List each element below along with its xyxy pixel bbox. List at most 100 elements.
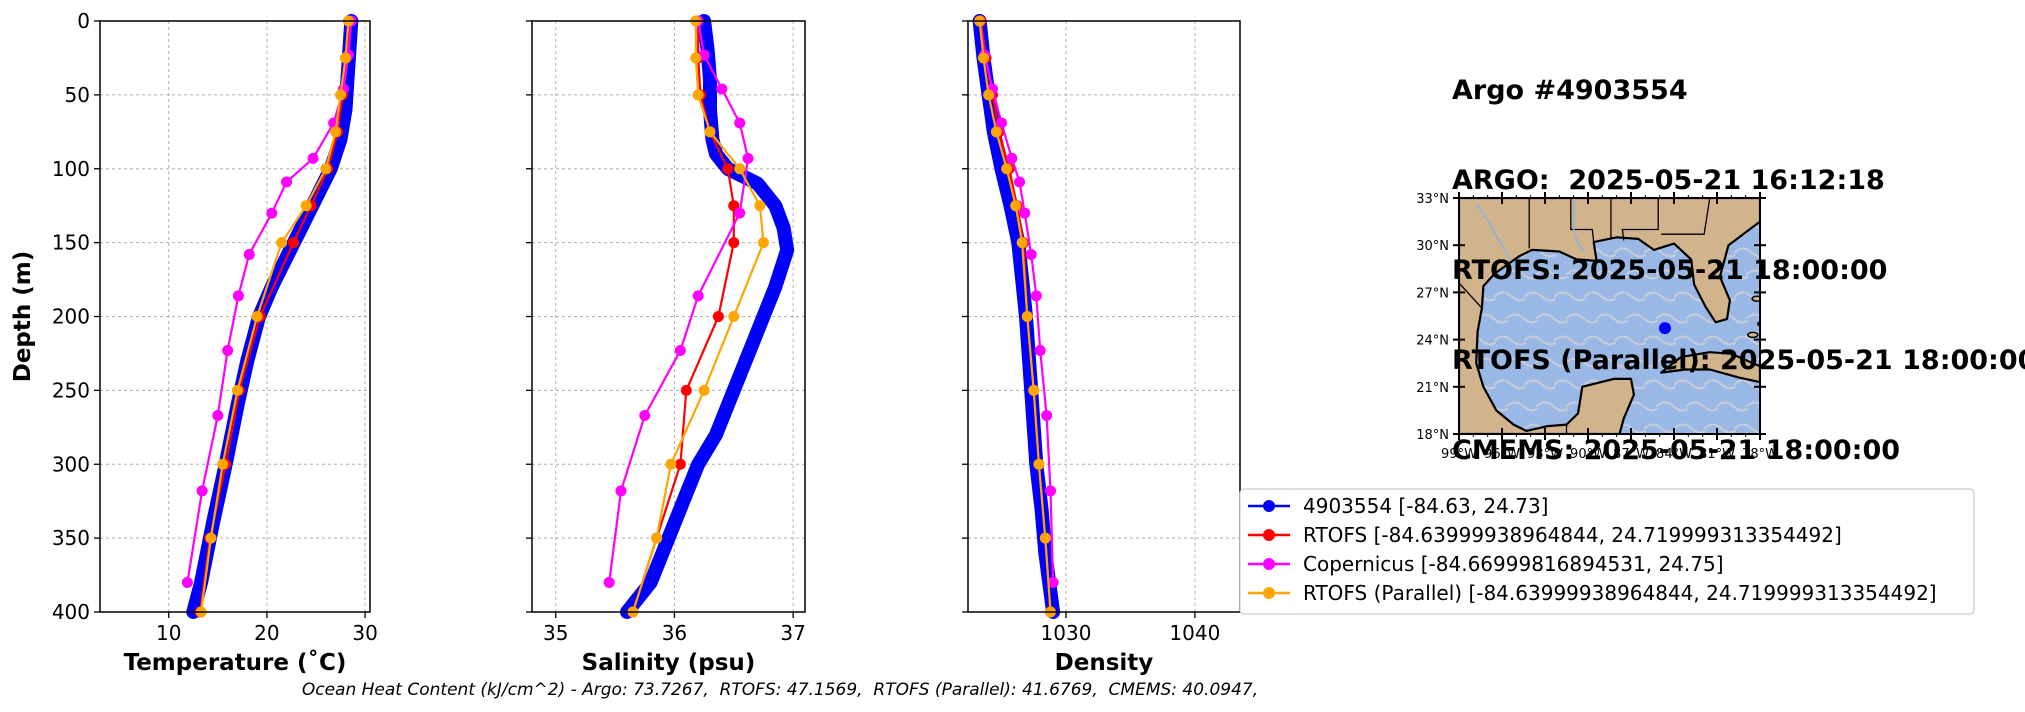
data-point bbox=[339, 52, 351, 64]
current-streamline bbox=[1596, 313, 1628, 324]
current-streamline bbox=[1506, 357, 1538, 368]
lon-label: 96°W bbox=[1484, 447, 1520, 462]
x-axis-label: Temperature (˚C) bbox=[124, 649, 347, 676]
data-point bbox=[680, 384, 692, 396]
data-point bbox=[307, 152, 319, 164]
data-point bbox=[281, 176, 293, 188]
data-point bbox=[734, 207, 746, 219]
current-streamline bbox=[1614, 247, 1646, 258]
data-point bbox=[1028, 384, 1040, 396]
data-point bbox=[1034, 344, 1046, 356]
header-line: Argo #4903554 bbox=[1452, 75, 1688, 106]
current-streamline bbox=[1734, 291, 1760, 302]
data-point bbox=[320, 163, 332, 175]
legend-entry: 4903554 [-84.63, 24.73] bbox=[1303, 494, 1548, 518]
current-streamline bbox=[1626, 313, 1658, 324]
current-streamline bbox=[1524, 379, 1556, 390]
current-streamline bbox=[1626, 401, 1658, 412]
legend-swatch-marker bbox=[1263, 587, 1275, 599]
current-streamline bbox=[1704, 335, 1736, 346]
ocean-heat-content-caption: Ocean Heat Content (kJ/cm^2) - Argo: 73.… bbox=[301, 680, 1259, 700]
header-line: RTOFS: 2025-05-21 18:00:00 bbox=[1452, 255, 1888, 286]
x-tick-label: 36 bbox=[662, 621, 687, 645]
legend-entry: Copernicus [-84.66999816894531, 24.75] bbox=[1303, 552, 1724, 576]
current-streamline bbox=[1626, 269, 1658, 280]
political-border bbox=[1621, 198, 1659, 241]
current-streamline bbox=[1524, 291, 1556, 302]
data-point bbox=[287, 237, 299, 249]
data-point bbox=[1047, 576, 1059, 588]
current-streamline bbox=[1506, 313, 1538, 324]
lat-label: 21°N bbox=[1416, 381, 1449, 396]
legend-swatch-marker bbox=[1263, 500, 1275, 512]
data-point bbox=[231, 384, 243, 396]
legend: 4903554 [-84.63, 24.73] RTOFS [-84.639999… bbox=[1239, 488, 1975, 615]
x-tick-label: 20 bbox=[254, 621, 279, 645]
political-border bbox=[1570, 198, 1595, 243]
lon-label: 93°W bbox=[1527, 447, 1563, 462]
lon-label: 81°W bbox=[1699, 447, 1735, 462]
data-point bbox=[196, 485, 208, 497]
y-tick-label: 300 bbox=[52, 452, 90, 476]
y-tick-label: 100 bbox=[52, 157, 90, 181]
data-point bbox=[734, 117, 746, 129]
data-point bbox=[651, 532, 663, 544]
current-streamline bbox=[1716, 401, 1748, 412]
current-streamline bbox=[1734, 379, 1760, 390]
data-point bbox=[1041, 409, 1053, 421]
current-streamline bbox=[1734, 247, 1760, 258]
map-body bbox=[1459, 198, 1760, 434]
current-streamline bbox=[1614, 291, 1646, 302]
salinity-profile-panel: 35 36 37 Salinity (psu) bbox=[526, 14, 806, 676]
data-point bbox=[181, 576, 193, 588]
lat-label: 30°N bbox=[1416, 239, 1449, 254]
data-point bbox=[692, 89, 704, 101]
data-point bbox=[716, 83, 728, 95]
argo-float-marker bbox=[1658, 322, 1671, 335]
data-point bbox=[990, 126, 1002, 138]
x-axis-label: Density bbox=[1055, 650, 1154, 676]
current-streamline bbox=[1536, 357, 1568, 368]
current-streamline bbox=[1476, 357, 1508, 368]
data-point bbox=[665, 458, 677, 470]
data-point bbox=[996, 117, 1008, 129]
current-streamline bbox=[1704, 423, 1736, 434]
data-point bbox=[712, 311, 724, 322]
current-streamline bbox=[1506, 401, 1538, 412]
political-border bbox=[1661, 198, 1711, 235]
data-point bbox=[983, 89, 995, 101]
series-line-argo bbox=[620, 14, 795, 619]
data-point bbox=[1014, 176, 1026, 188]
current-streamline bbox=[1494, 335, 1526, 346]
legend-box bbox=[1239, 488, 1975, 615]
lon-label: 99°W bbox=[1441, 447, 1477, 462]
data-point bbox=[276, 237, 288, 249]
current-streamline bbox=[1536, 269, 1568, 280]
current-streamline bbox=[1566, 357, 1598, 368]
y-tick-label: 200 bbox=[52, 305, 90, 329]
y-tick-label: 400 bbox=[52, 600, 90, 624]
current-streamline bbox=[1656, 269, 1688, 280]
current-streamline bbox=[1566, 313, 1598, 324]
data-point bbox=[300, 200, 312, 212]
legend-swatch-marker bbox=[1263, 558, 1275, 570]
data-point bbox=[692, 290, 704, 302]
data-point bbox=[728, 200, 740, 212]
header-line: RTOFS (Parallel): 2025-05-21 18:00:00 bbox=[1452, 345, 2025, 376]
current-streamline bbox=[1584, 335, 1616, 346]
current-streamline bbox=[1644, 379, 1676, 390]
current-streamline bbox=[1686, 401, 1718, 412]
data-point bbox=[212, 409, 224, 421]
x-tick-label: 1040 bbox=[1169, 621, 1220, 645]
x-tick-label: 35 bbox=[543, 621, 568, 645]
data-point bbox=[728, 311, 740, 322]
lat-label: 24°N bbox=[1416, 334, 1449, 349]
current-streamline bbox=[1644, 291, 1676, 302]
y-tick-label: 350 bbox=[52, 526, 90, 550]
series-line-rtofs-parallel bbox=[200, 20, 350, 613]
data-point bbox=[1039, 532, 1051, 544]
current-streamline bbox=[1506, 269, 1538, 280]
current-streamline bbox=[1656, 313, 1688, 324]
data-point bbox=[603, 576, 615, 588]
